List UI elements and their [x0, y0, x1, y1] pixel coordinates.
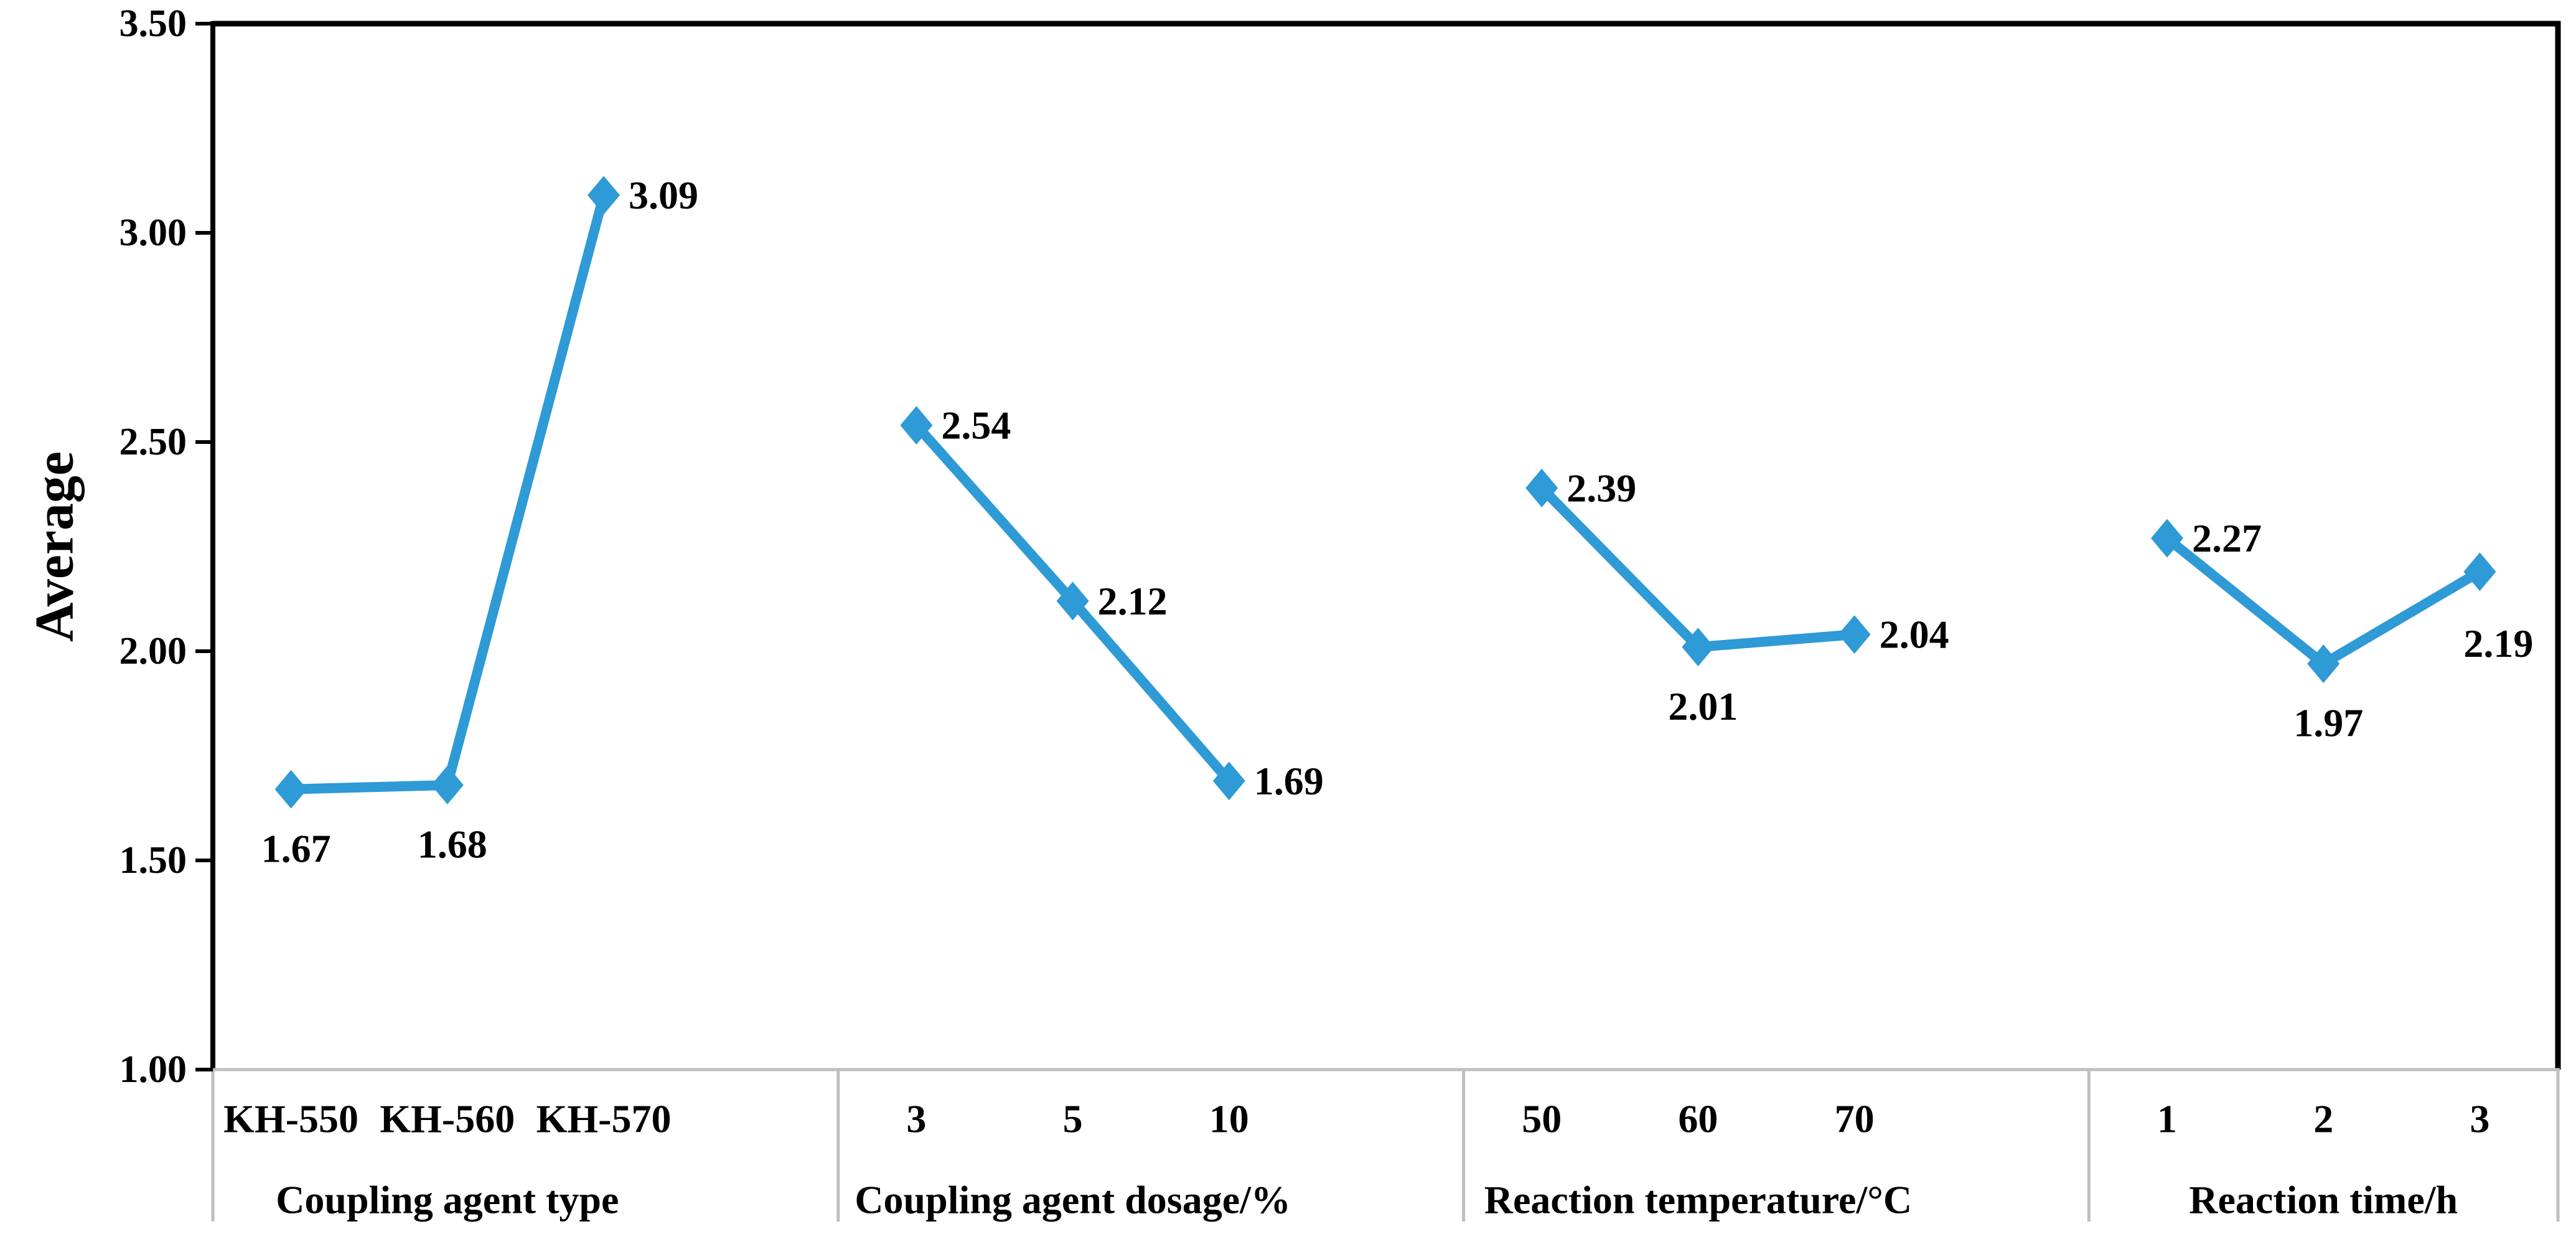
data-marker-2.01	[1682, 628, 1715, 667]
category-label-KH-560: KH-560	[380, 1097, 515, 1141]
data-label-2.54: 2.54	[941, 403, 1011, 448]
category-label-KH-550: KH-550	[223, 1097, 358, 1141]
category-label-5: 5	[1063, 1097, 1083, 1141]
data-marker-2.54	[900, 406, 933, 445]
data-marker-2.04	[1838, 615, 1871, 654]
group-title-2: Coupling agent dosage/%	[855, 1178, 1291, 1222]
y-tick-label-1.50: 1.50	[119, 839, 187, 882]
category-label-1: 1	[2157, 1097, 2177, 1141]
data-marker-1.97	[2307, 644, 2340, 684]
data-marker-2.12	[1056, 581, 1089, 621]
data-marker-1.68	[431, 766, 464, 805]
chart-content: 1.00 1.50 2.00 2.50 3.00 3.50 1.67 KH-550 1.68 KH…	[119, 2, 2560, 1222]
y-tick-label-2.50: 2.50	[119, 421, 187, 463]
data-label-1.97: 1.97	[2293, 701, 2363, 745]
group-title-4: Reaction time/h	[2189, 1178, 2458, 1222]
data-label-2.19: 2.19	[2463, 621, 2533, 666]
data-marker-2.19	[2463, 552, 2496, 591]
y-tick-label-2.00: 2.00	[119, 630, 187, 672]
data-marker-1.69	[1212, 761, 1245, 801]
data-label-1.68: 1.68	[418, 822, 487, 867]
category-label-KH-570: KH-570	[536, 1097, 672, 1141]
data-marker-1.67	[274, 770, 307, 809]
category-label-70: 70	[1835, 1097, 1875, 1141]
data-label-2.27: 2.27	[2192, 516, 2262, 560]
data-label-3.09: 3.09	[629, 173, 698, 217]
data-marker-2.27	[2151, 519, 2183, 558]
category-label-3: 3	[906, 1097, 926, 1141]
series-line-group-1	[286, 190, 609, 794]
data-label-2.01: 2.01	[1668, 684, 1738, 728]
data-marker-3.09	[588, 176, 620, 215]
data-label-2.04: 2.04	[1880, 613, 1949, 657]
category-label-10: 10	[1209, 1097, 1249, 1141]
y-tick-label-1.00: 1.00	[119, 1048, 187, 1091]
category-label-3: 3	[2470, 1097, 2489, 1141]
data-label-1.67: 1.67	[261, 826, 331, 870]
series-line-group-3	[1537, 482, 1860, 652]
category-label-60: 60	[1678, 1097, 1718, 1141]
y-tick-label-3.00: 3.00	[119, 212, 187, 254]
category-label-50: 50	[1522, 1097, 1562, 1141]
data-label-1.69: 1.69	[1254, 759, 1324, 803]
y-axis-title: Average	[25, 451, 85, 642]
data-label-2.39: 2.39	[1567, 466, 1636, 510]
group-title-3: Reaction temperature/°C	[1484, 1178, 1912, 1222]
y-tick-label-3.50: 3.50	[119, 2, 187, 45]
group-title-1: Coupling agent type	[276, 1178, 619, 1222]
category-label-2: 2	[2313, 1097, 2333, 1141]
data-label-2.12: 2.12	[1098, 579, 1168, 623]
data-marker-2.39	[1525, 468, 1558, 507]
